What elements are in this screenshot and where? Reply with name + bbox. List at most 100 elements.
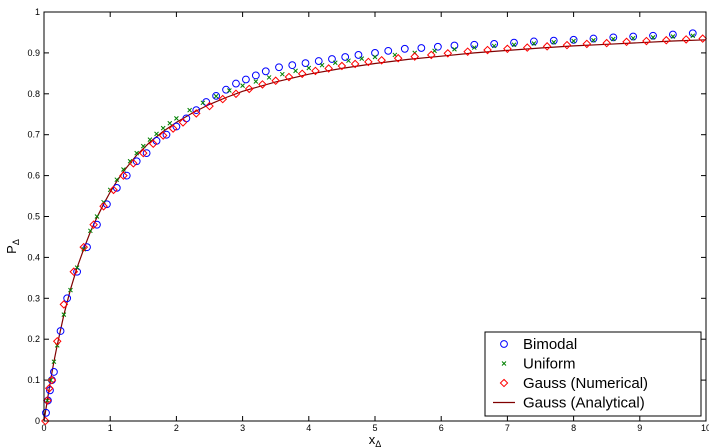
data-point [443,49,453,58]
data-point [158,131,168,140]
y-tick-label: 0 [35,416,40,426]
data-point [142,149,151,158]
series-layer [41,29,707,426]
series-gauss-analytical [43,39,707,422]
data-point [393,53,403,63]
data-point [121,167,126,172]
data-point [306,65,312,71]
data-point [44,383,54,393]
data-point [698,34,707,43]
data-point [160,125,166,131]
legend-label: Bimodal [523,336,577,353]
y-tick-label: 0.5 [27,212,40,222]
data-point [56,327,65,335]
data-point [688,29,697,38]
data-point [426,50,436,60]
x-axis-label: xΔ [369,432,382,447]
data-point [591,37,596,43]
data-point [87,228,93,234]
data-point [301,59,310,68]
data-point [324,64,333,73]
data-point [629,32,638,41]
data-point [417,44,426,52]
data-point [275,63,283,72]
data-point [168,124,178,133]
data-point [542,42,552,51]
data-point [178,118,188,127]
data-point [79,242,89,252]
y-tick-label: 0.4 [27,252,40,262]
data-point [42,408,50,417]
data-point [690,33,696,39]
data-point [622,37,631,47]
data-point [258,80,267,89]
x-tick-label: 4 [306,423,311,433]
data-point [642,36,651,46]
data-point [43,396,52,405]
data-point [483,45,492,55]
x-tick-label: 10 [701,423,709,433]
data-point [187,107,192,113]
data-point [244,84,254,94]
data-point [630,35,636,41]
data-point [491,43,497,49]
data-point [551,39,557,45]
data-point [251,71,260,80]
data-point [670,34,676,39]
data-point [359,56,365,61]
data-point [240,83,245,88]
data-point [109,185,118,195]
y-axis-label: PΔ [4,239,21,254]
data-point [529,37,538,46]
data-point [669,30,677,39]
data-point [602,38,612,48]
data-point [83,243,91,252]
data-point [129,159,138,168]
x-tick-label: 3 [240,423,245,433]
legend-item: Gauss (Numerical) [499,375,648,392]
data-point [609,33,618,42]
data-point [319,62,325,68]
data-point [174,115,179,121]
x-tick-label: 5 [372,423,377,433]
data-point [93,220,101,229]
data-point [213,93,219,99]
data-point [266,75,272,80]
data-point [242,75,250,84]
data-point [549,36,558,45]
y-tick-label: 0.8 [27,89,40,99]
legend: Bimodal Uniform Gauss (Numerical) Gauss (An… [484,331,702,417]
data-point [46,386,54,395]
data-point [122,171,131,180]
data-point [261,67,270,76]
y-tick-label: 0.3 [27,293,40,303]
data-point [354,51,363,59]
data-point [503,44,512,54]
y-axis-ticks: 0 0.1 0.2 0.3 0.4 0.5 0.6 0.7 0.8 0.9 1 [27,7,706,426]
legend-swatch [500,340,508,348]
data-point [511,42,517,48]
data-point [51,359,57,365]
legend-items: Bimodal Uniform Gauss (Numerical) Gauss (An… [493,336,648,412]
data-point [200,100,206,106]
data-point [384,46,393,55]
x-tick-label: 7 [505,423,510,433]
data-point [253,79,259,84]
data-point [452,46,457,52]
data-point [661,35,671,45]
data-point [112,183,121,192]
data-point [138,148,148,158]
data-point [332,60,338,66]
legend-box [484,331,702,417]
data-point [191,109,201,118]
data-point [222,85,230,94]
data-point [364,57,373,67]
data-point [271,76,281,86]
data-point [341,53,350,61]
data-point [297,69,307,79]
data-point [531,41,537,46]
x-tick-label: 6 [439,423,444,433]
data-point [284,72,294,82]
x-axis-label-subscript: Δ [375,439,381,447]
